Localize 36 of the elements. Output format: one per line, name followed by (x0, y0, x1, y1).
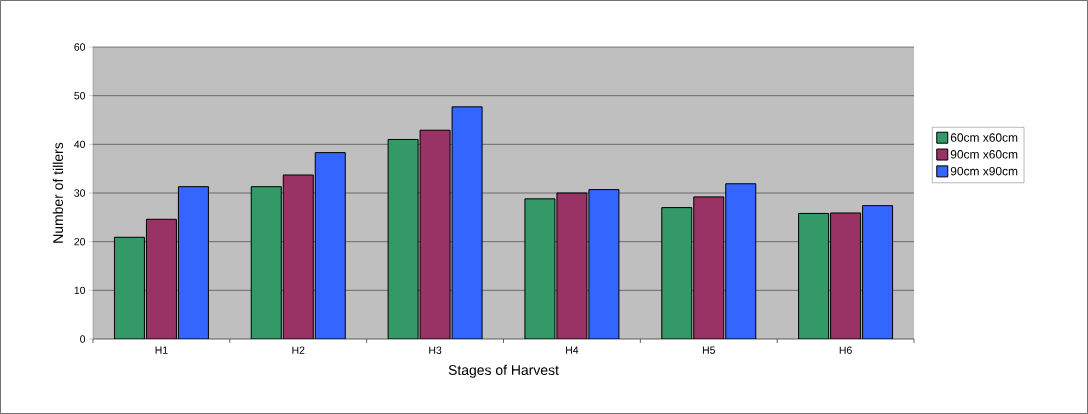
y-axis-title: Number of tillers (52, 142, 64, 243)
bar (588, 189, 620, 339)
y-tick-label: 30 (74, 189, 86, 197)
bar (419, 129, 451, 339)
y-tick-label: 60 (74, 43, 86, 51)
bar (556, 192, 588, 339)
bar (798, 212, 830, 339)
y-tick-label: 20 (74, 237, 86, 246)
bar (314, 152, 346, 339)
x-tick-label: H3 (429, 346, 442, 354)
bar (524, 198, 556, 339)
bar (282, 174, 314, 339)
bar (387, 138, 419, 339)
bar (250, 186, 282, 339)
y-tick-label: 40 (74, 140, 86, 149)
y-tick-label: 0 (80, 335, 86, 343)
legend-label: 90cm x60cm (950, 150, 1018, 159)
legend-label: 60cm x60cm (950, 133, 1018, 142)
x-tick-label: H4 (566, 346, 579, 354)
x-tick-label: H6 (839, 346, 852, 354)
x-tick-label: H2 (292, 346, 305, 354)
legend-label: 90cm x90cm (950, 166, 1018, 176)
bar (145, 218, 177, 339)
bar (693, 196, 725, 339)
y-tick-label: 50 (74, 91, 86, 100)
y-tick-label: 10 (74, 286, 86, 295)
bar (830, 212, 862, 339)
bar (725, 183, 757, 339)
x-tick-label: H1 (155, 346, 168, 354)
bar (451, 106, 483, 339)
x-axis-title: Stages of Harvest (448, 364, 559, 378)
bar (862, 205, 894, 339)
bar (113, 236, 145, 339)
bar (177, 186, 209, 339)
x-tick-label: H5 (702, 346, 715, 354)
bar (661, 207, 693, 339)
